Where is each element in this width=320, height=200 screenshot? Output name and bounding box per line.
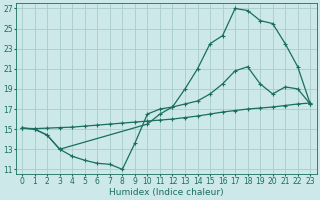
X-axis label: Humidex (Indice chaleur): Humidex (Indice chaleur) bbox=[109, 188, 223, 197]
